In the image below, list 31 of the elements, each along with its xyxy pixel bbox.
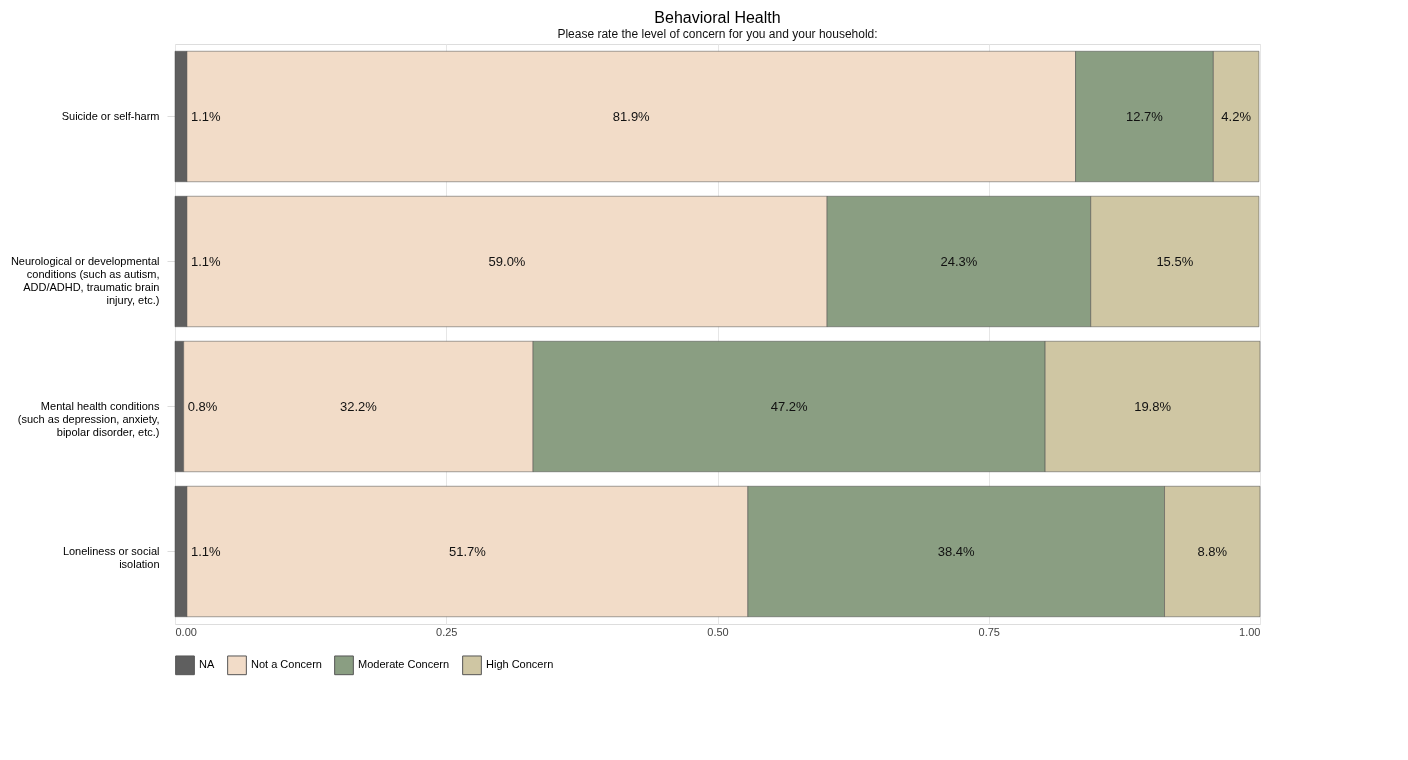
data-label: 19.8% — [1134, 398, 1172, 414]
x-tick-label: 1.00 — [1239, 625, 1261, 638]
x-tick-label: 0.75 — [978, 625, 1000, 638]
data-label: 24.3% — [940, 253, 978, 269]
data-label: 1.1% — [190, 543, 222, 559]
legend-label: Moderate Concern — [358, 658, 450, 671]
chart-subtitle: Please rate the level of concern for you and your household: — [557, 27, 878, 41]
data-label: 15.5% — [1156, 253, 1194, 269]
data-label: 12.7% — [1126, 108, 1164, 124]
y-tick-label: Suicide or self-harm — [61, 109, 160, 122]
legend-label: High Concern — [486, 658, 554, 671]
data-label: 8.8% — [1197, 543, 1228, 559]
data-label: 38.4% — [937, 543, 976, 559]
data-label: 1.1% — [190, 253, 222, 269]
data-label: 32.2% — [339, 398, 378, 414]
data-label: 81.9% — [612, 108, 651, 124]
data-label: 59.0% — [488, 253, 526, 269]
y-tick-label: Neurological or developmental conditions (such as autism, ADD/ADHD, traumatic brain injury, etc.) — [10, 254, 160, 306]
y-tick-label: Loneliness or social isolation — [62, 544, 160, 570]
legend-label: Not a Concern — [251, 658, 322, 671]
data-label: 1.1% — [190, 108, 222, 124]
data-label: 4.2% — [1221, 108, 1252, 124]
x-tick-label: 0.25 — [436, 625, 458, 638]
y-tick-label: Mental health conditions (such as depression, anxiety, bipolar disorder, etc.) — [17, 399, 160, 438]
data-label: 0.8% — [187, 398, 218, 414]
data-label: 51.7% — [448, 543, 487, 559]
x-tick-label: 0.50 — [707, 625, 729, 638]
legend-label: NA — [199, 658, 215, 671]
chart-title: Behavioral Health — [654, 9, 781, 26]
data-label: 47.2% — [770, 398, 808, 414]
x-tick-label: 0.00 — [175, 625, 197, 638]
